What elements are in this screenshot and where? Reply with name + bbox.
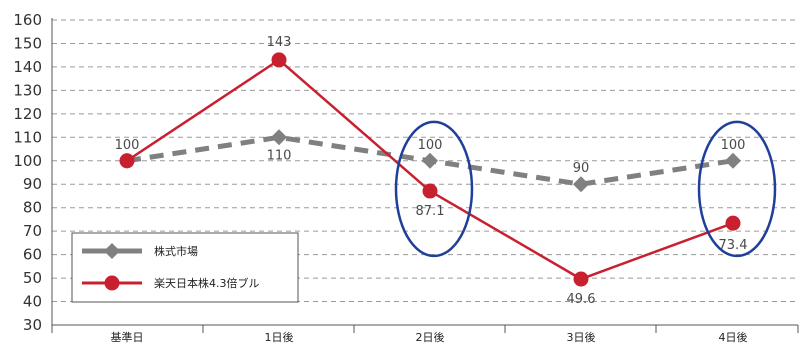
highlight-ellipse [697,120,777,258]
legend-diamond-marker [104,243,120,259]
y-tick-label: 80 [23,199,42,217]
y-tick-label: 60 [23,246,42,264]
data-label: 100 [115,138,140,153]
data-label: 143 [267,35,292,50]
legend-box [71,232,299,303]
data-label: 49.6 [567,292,596,307]
x-tick-label: 基準日 [111,330,144,344]
highlight-ellipse [394,120,474,258]
data-label: 100 [721,138,746,153]
circle-marker [422,183,438,199]
legend-circle-marker [104,275,120,291]
circle-marker [573,271,589,287]
diamond-marker [725,152,741,169]
data-labels: 100 110 100 90 100 143 87.1 49.6 73.4 [115,35,748,307]
diamond-marker [573,176,589,193]
y-tick-label: 150 [13,34,42,52]
y-tick-label: 100 [13,152,42,170]
legend-label: 楽天日本株4.3倍ブル [154,276,260,290]
y-tick-label: 50 [23,269,42,287]
circle-marker [271,52,287,68]
diamond-marker [271,129,287,146]
data-label: 110 [267,148,292,163]
x-tick-label: 2日後 [416,330,445,344]
x-tick-label: 1日後 [265,330,294,344]
y-tick-label: 110 [13,128,42,146]
circle-marker [119,153,135,169]
y-tick-label: 40 [23,293,42,311]
data-label: 90 [573,161,590,176]
y-tick-label: 160 [13,11,42,29]
y-tick-label: 120 [13,105,42,123]
y-tick-label: 130 [13,81,42,99]
series-group [119,52,741,287]
x-tick-label: 3日後 [567,330,596,344]
x-tick-label: 4日後 [719,330,748,344]
circle-marker [725,215,741,231]
y-tick-label: 70 [23,222,42,240]
data-label: 87.1 [416,204,445,219]
legend-label: 株式市場 [154,244,198,258]
y-tick-label: 30 [23,316,42,334]
data-label: 73.4 [719,238,748,253]
y-axis-ticks: 30 40 50 60 70 80 90 100 110 120 130 140 150 160 [13,11,42,334]
data-label: 100 [418,138,443,153]
y-tick-label: 90 [23,175,42,193]
diamond-marker [422,152,438,169]
highlight-ellipses [394,120,777,258]
y-tick-label: 140 [13,58,42,76]
axes [51,18,799,333]
x-axis-ticks: 基準日 1日後 2日後 3日後 4日後 [111,330,748,344]
